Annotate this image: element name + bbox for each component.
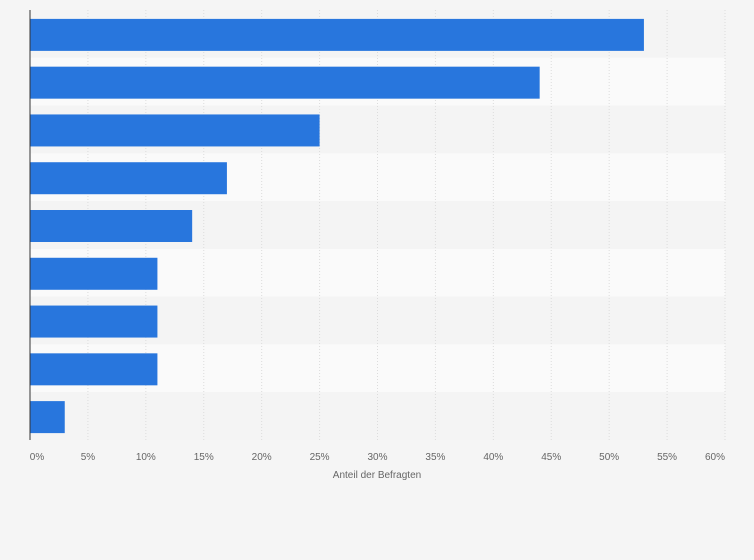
x-tick-label: 30% [367, 452, 387, 463]
x-tick-label: 55% [657, 452, 677, 463]
x-tick-label: 20% [252, 452, 272, 463]
x-tick-label: 45% [541, 452, 561, 463]
bar [30, 353, 158, 386]
x-tick-label: 10% [136, 452, 156, 463]
x-tick-label: 15% [194, 452, 214, 463]
x-tick-label: 50% [599, 452, 619, 463]
bar [30, 18, 644, 51]
bar [30, 114, 320, 147]
bar [30, 401, 65, 434]
bar [30, 305, 158, 338]
bar [30, 257, 158, 290]
x-axis-title: Anteil der Befragten [333, 470, 421, 481]
x-tick-labels: 0% 5% 10% 15% 20% 25% 30% 35% 40% 45% 50% 55% 60% [30, 452, 725, 463]
x-tick-label: 35% [425, 452, 445, 463]
x-tick-label: 25% [310, 452, 330, 463]
bar [30, 66, 540, 99]
x-tick-label: 5% [81, 452, 96, 463]
x-tick-label: 40% [483, 452, 503, 463]
bar [30, 162, 227, 195]
bar [30, 210, 193, 242]
bars [30, 18, 644, 434]
x-tick-label: 0% [30, 452, 45, 463]
row-band [30, 392, 725, 440]
x-tick-label: 60% [705, 452, 725, 463]
